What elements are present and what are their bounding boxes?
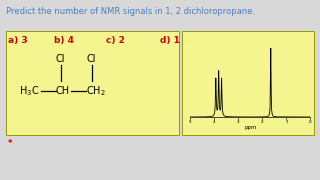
X-axis label: ppm: ppm <box>244 125 257 130</box>
Text: Cl: Cl <box>55 54 65 64</box>
Text: CH: CH <box>56 86 70 96</box>
Text: d) 1: d) 1 <box>160 36 180 45</box>
Text: CH$_2$: CH$_2$ <box>86 84 106 98</box>
Text: Predict the number of NMR signals in 1, 2 dichloropropane.: Predict the number of NMR signals in 1, … <box>6 7 255 16</box>
Text: Cl: Cl <box>86 54 96 64</box>
Text: b) 4: b) 4 <box>54 36 75 45</box>
Text: c) 2: c) 2 <box>106 36 124 45</box>
Bar <box>182 31 314 135</box>
Bar <box>6 31 179 135</box>
Text: *: * <box>8 139 12 148</box>
Text: a) 3: a) 3 <box>8 36 28 45</box>
Text: H$_3$C: H$_3$C <box>19 84 40 98</box>
